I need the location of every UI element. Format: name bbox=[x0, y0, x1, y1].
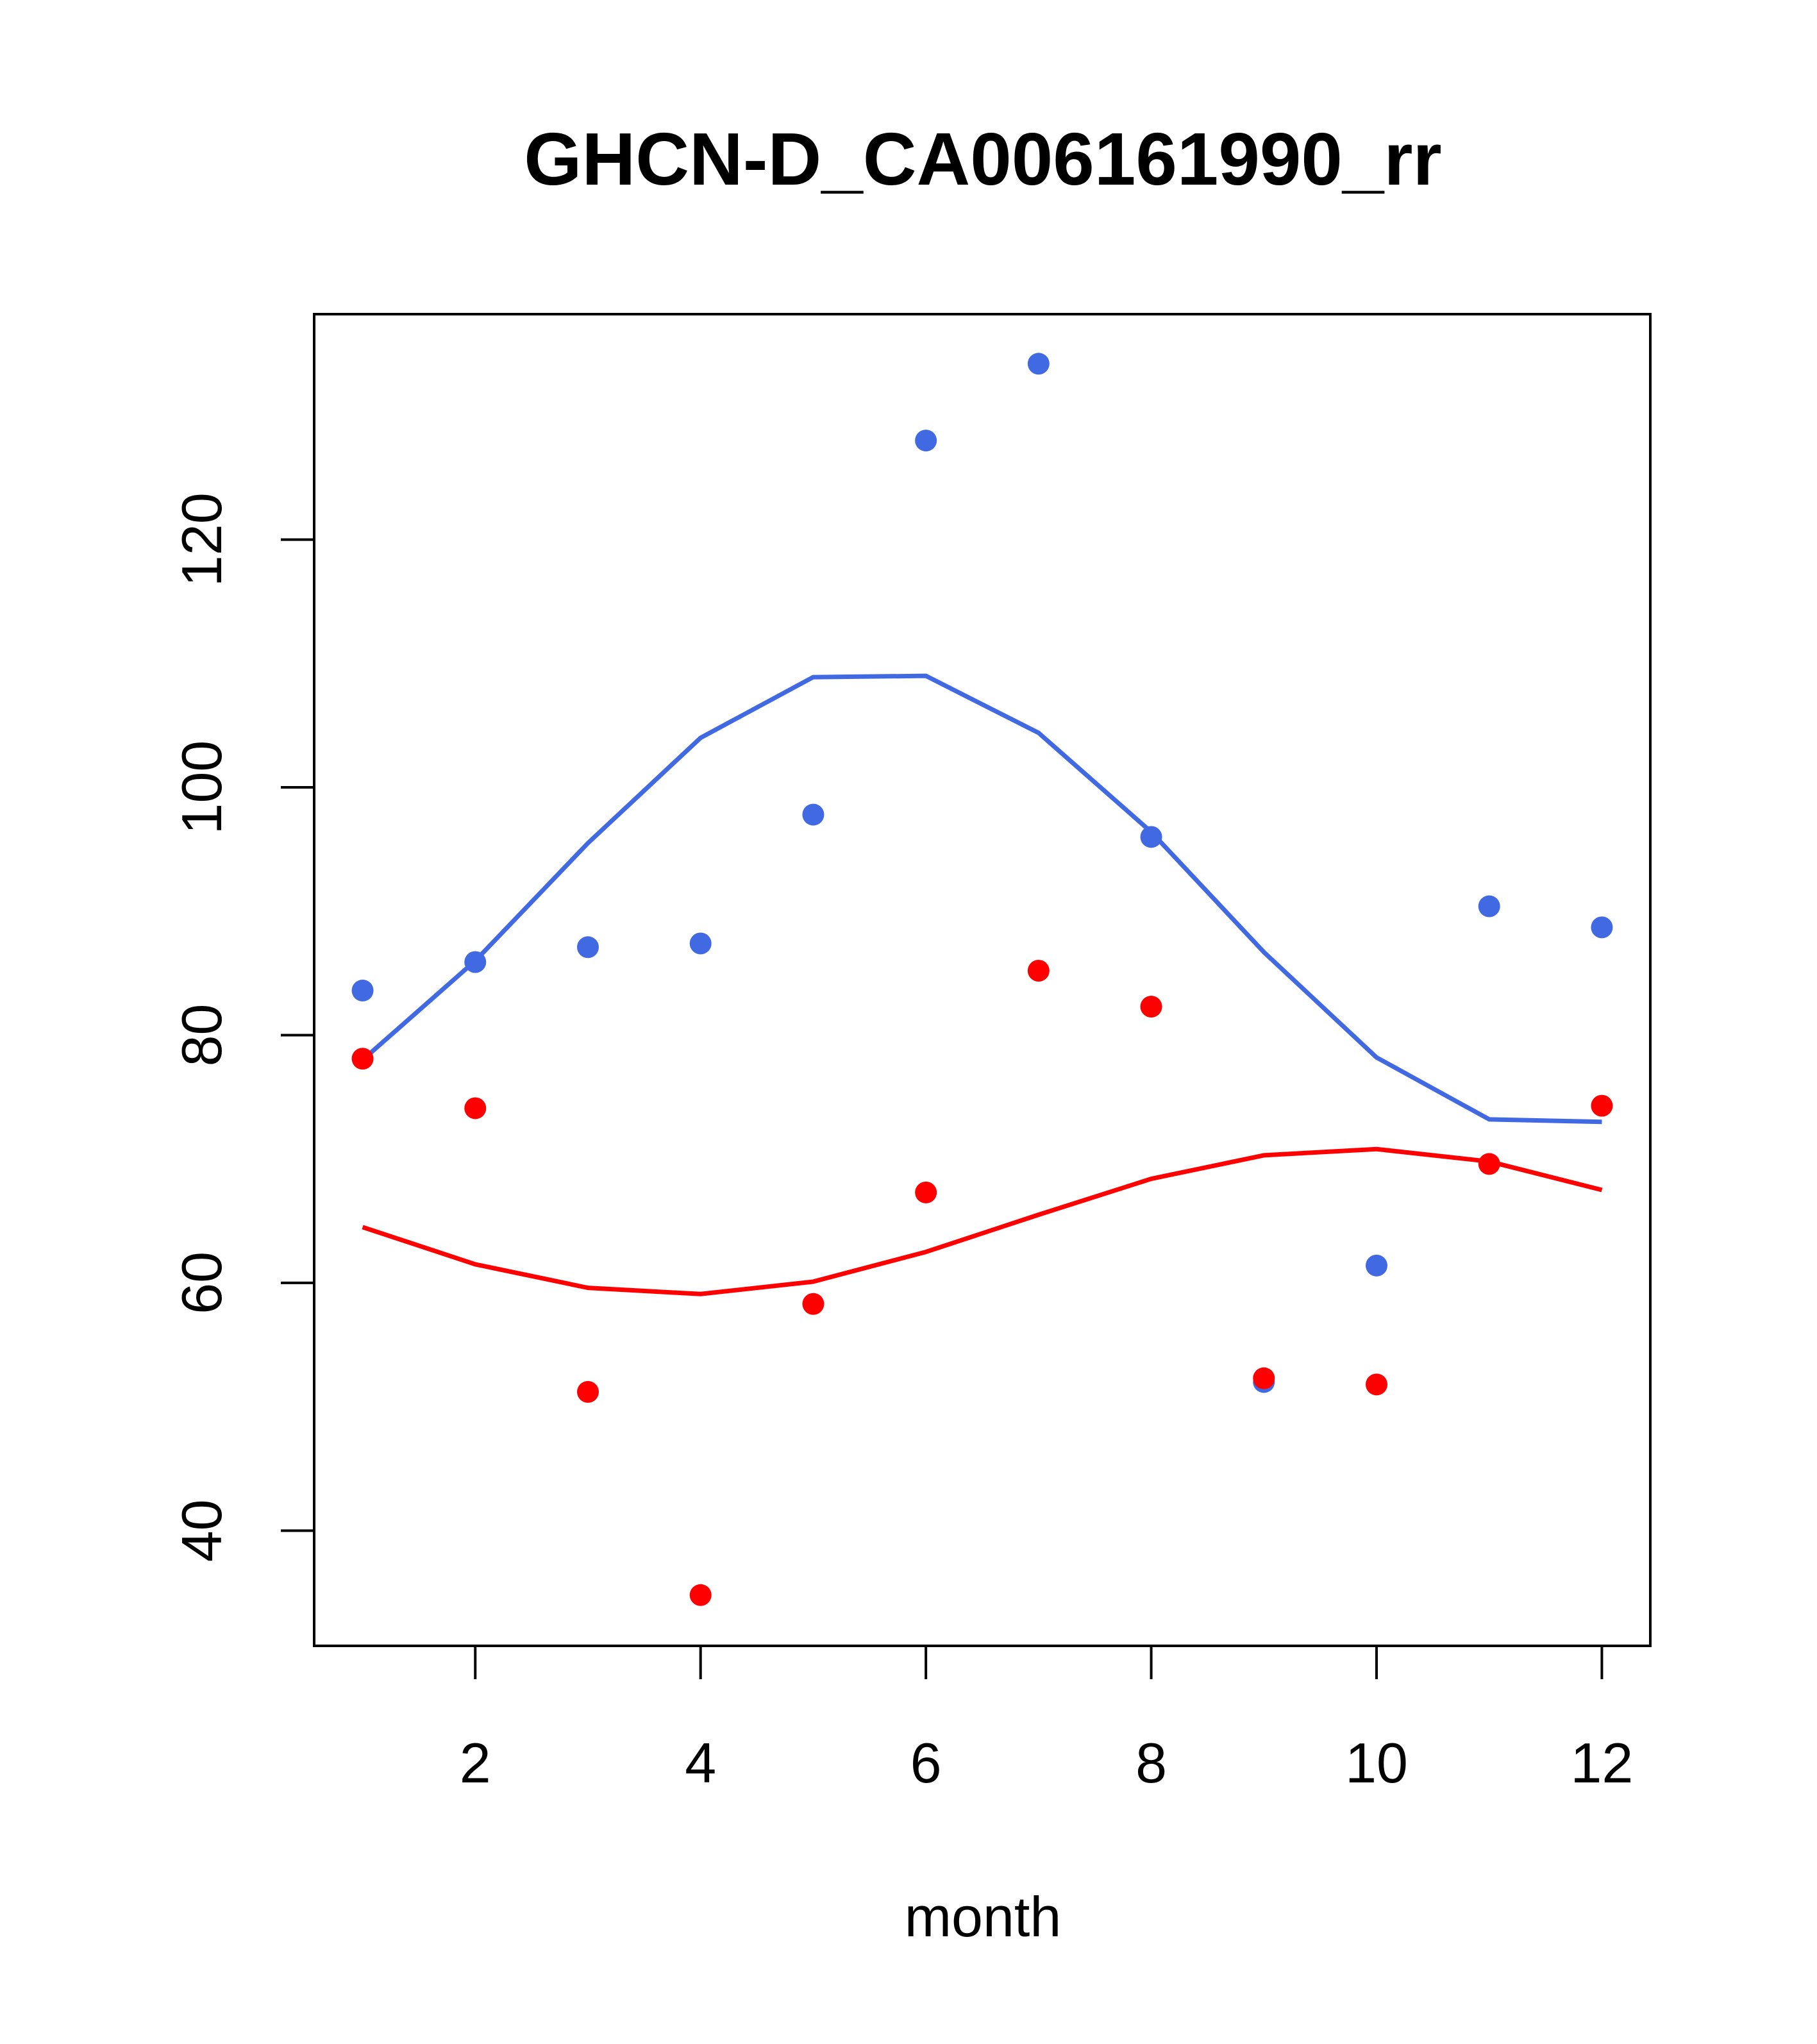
plot-frame bbox=[313, 313, 1652, 1647]
data-point bbox=[689, 932, 712, 955]
y-axis: 40 60 80 100 120 bbox=[170, 492, 314, 1562]
y-tick-label: 60 bbox=[170, 1252, 233, 1314]
y-tick-label: 120 bbox=[170, 492, 233, 587]
x-axis-label: month bbox=[905, 1885, 1062, 1948]
x-tick-label: 2 bbox=[460, 1731, 491, 1795]
series-line-1 bbox=[362, 1146, 1603, 1296]
x-tick-label: 8 bbox=[1135, 1731, 1167, 1795]
data-point bbox=[915, 430, 937, 452]
chart-title: GHCN-D_CA006161990_rr bbox=[524, 117, 1441, 201]
x-tick-label: 4 bbox=[685, 1731, 716, 1795]
data-point bbox=[1591, 916, 1613, 939]
data-point bbox=[1140, 826, 1162, 848]
data-point bbox=[464, 951, 487, 973]
data-point bbox=[1140, 996, 1162, 1018]
data-point bbox=[802, 1293, 825, 1315]
data-point bbox=[464, 1097, 487, 1119]
data-point bbox=[1591, 1094, 1613, 1117]
data-point bbox=[1366, 1373, 1388, 1396]
data-point bbox=[1478, 1153, 1500, 1175]
data-point bbox=[1366, 1254, 1388, 1277]
y-tick-label: 100 bbox=[170, 741, 233, 835]
data-point bbox=[1027, 960, 1050, 982]
data-point bbox=[802, 803, 825, 826]
data-point bbox=[915, 1181, 937, 1203]
series-points bbox=[351, 353, 1613, 1606]
series-lines bbox=[361, 673, 1603, 1296]
data-point bbox=[689, 1584, 712, 1606]
data-point bbox=[351, 979, 374, 1001]
y-tick-label: 80 bbox=[170, 1004, 233, 1067]
data-point bbox=[576, 1380, 599, 1403]
data-point bbox=[351, 1048, 374, 1070]
x-axis: 2 4 6 8 10 12 bbox=[460, 1646, 1633, 1795]
data-point bbox=[1478, 895, 1500, 917]
x-tick-label: 6 bbox=[910, 1731, 942, 1795]
x-tick-label: 10 bbox=[1345, 1731, 1408, 1795]
data-point bbox=[1027, 353, 1050, 375]
x-tick-label: 12 bbox=[1570, 1731, 1633, 1795]
data-point bbox=[576, 936, 599, 959]
series-line-0 bbox=[361, 673, 1602, 1125]
data-point bbox=[1253, 1367, 1275, 1389]
y-tick-label: 40 bbox=[170, 1499, 233, 1562]
